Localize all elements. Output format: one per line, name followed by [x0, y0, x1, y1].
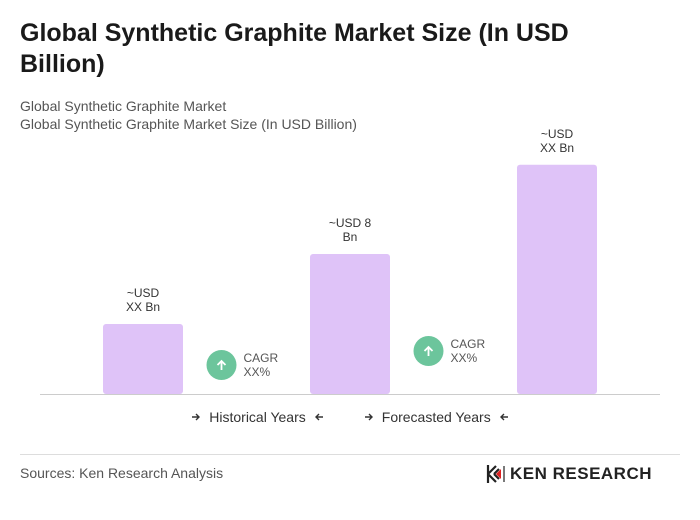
arrow-icon — [192, 413, 201, 421]
value-label: ~USD XX Bn — [539, 126, 575, 155]
legend-label: Historical Years — [209, 409, 306, 425]
legend-item: Historical Years — [191, 409, 324, 425]
subtitle: Global Synthetic Graphite Market Size (I… — [20, 116, 357, 132]
chart-title: Global Synthetic Graphite Market Size (I… — [20, 19, 569, 78]
bar — [310, 254, 390, 394]
legend-item: Forecasted Years — [364, 409, 509, 425]
cagr-label: CAGR XX% — [243, 351, 279, 379]
bar — [103, 324, 183, 394]
cagr-arrow — [423, 345, 434, 356]
arrow-icon — [364, 413, 373, 421]
subtitle: Global Synthetic Graphite Market — [20, 98, 227, 114]
arrow-icon — [314, 413, 323, 421]
value-label: ~USD XX Bn — [125, 286, 161, 314]
source: Sources: Ken Research Analysis — [20, 465, 224, 481]
bar — [517, 164, 597, 394]
value-label: ~USD 8 Bn — [328, 216, 372, 244]
legend: Historical Years Forecasted Years — [0, 409, 700, 425]
logo: KEN RESEARCH — [486, 463, 652, 485]
logo-icon — [486, 465, 505, 483]
legend-label: Forecasted Years — [381, 409, 491, 425]
cagr-label: CAGR XX% — [450, 337, 486, 365]
arrow-icon — [499, 413, 508, 421]
logo-text: KEN RESEARCH — [510, 464, 653, 483]
cagr-arrow — [216, 359, 227, 370]
